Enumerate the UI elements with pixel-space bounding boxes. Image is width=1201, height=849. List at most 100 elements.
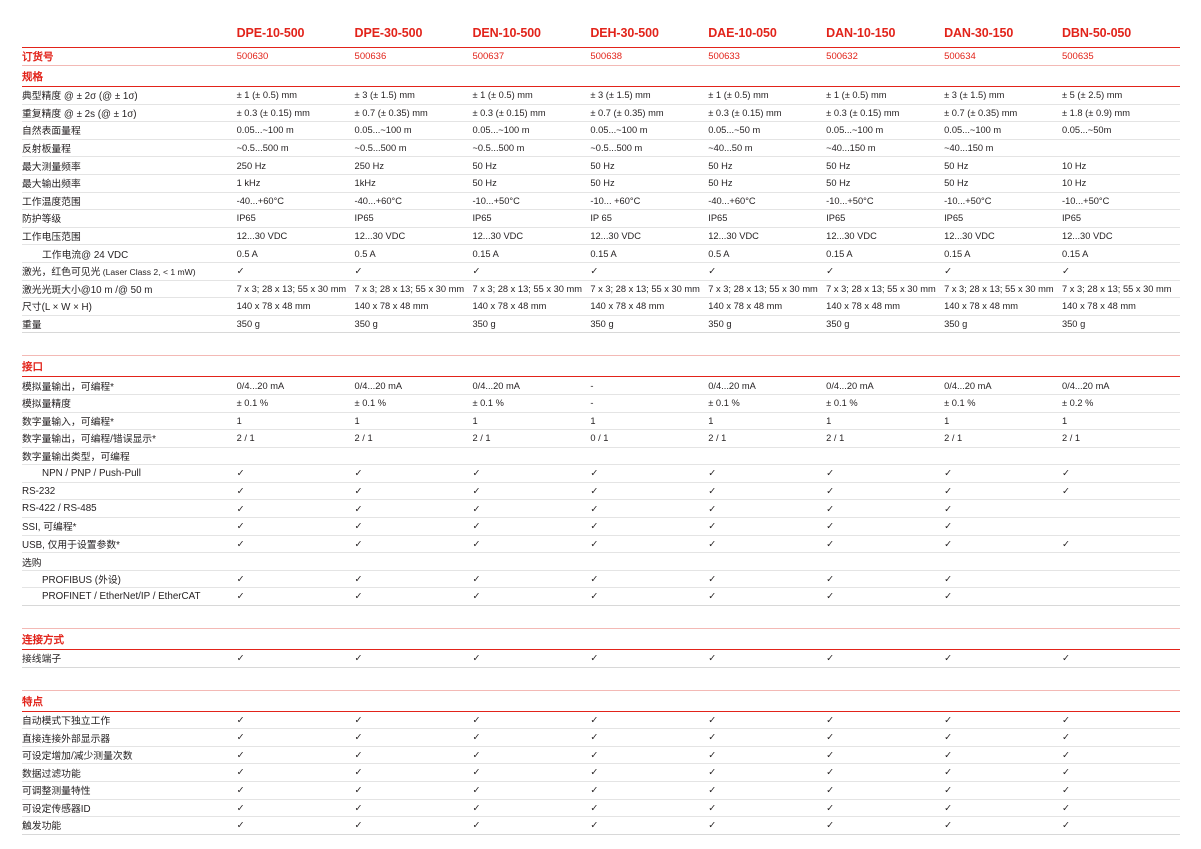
value-cell: 1: [590, 412, 709, 431]
value-cell: ± 1.8 (± 0.9) mm: [1061, 104, 1180, 123]
check-icon: ✓: [708, 714, 717, 726]
check-icon: ✓: [354, 785, 363, 797]
check-cell: ✓: [708, 746, 827, 765]
value-cell: 140 x 78 x 48 mm: [1061, 297, 1180, 316]
check-icon: ✓: [944, 767, 953, 779]
column-header-deh-30-500: DEH-30-500: [590, 26, 659, 40]
check-icon: ✓: [590, 265, 599, 277]
value-cell: 12...30 VDC: [1061, 227, 1180, 246]
check-icon: ✓: [354, 538, 363, 550]
value-cell: 0.05...~100 m: [590, 121, 709, 140]
check-icon: ✓: [708, 767, 717, 779]
table-row: 数据过滤功能 ✓ ✓ ✓ ✓ ✓ ✓ ✓ ✓: [22, 763, 1180, 782]
table-row: 防护等级 IP65 IP65 IP65 IP 65 IP65 IP65 IP65 IP65: [22, 209, 1180, 228]
check-cell: ✓: [590, 711, 709, 730]
check-icon: ✓: [944, 573, 953, 585]
check-icon: ✓: [236, 749, 245, 761]
value-cell: [590, 552, 709, 571]
value-cell: 0.05...~100 m: [472, 121, 591, 140]
value-cell: [354, 447, 473, 466]
check-cell: ✓: [354, 649, 473, 668]
value-cell: 12...30 VDC: [944, 227, 1062, 246]
value-cell: 0.15 A: [944, 244, 1062, 263]
check-cell: ✓: [944, 781, 1062, 800]
check-cell: ✓: [236, 464, 355, 483]
check-icon: ✓: [236, 573, 245, 585]
value-cell: 140 x 78 x 48 mm: [590, 297, 709, 316]
check-icon: ✓: [472, 714, 481, 726]
value-cell: [1061, 552, 1180, 571]
section-heading-filler: [472, 355, 591, 378]
check-cell: ✓: [708, 781, 827, 800]
value-cell: 0.5 A: [708, 244, 827, 263]
row-label: 可设定传感器ID: [22, 799, 237, 818]
value-cell: 1: [944, 412, 1062, 431]
value-cell: [708, 447, 827, 466]
table-row: 模拟量输出，可编程* 0/4...20 mA 0/4...20 mA 0/4...20…: [22, 376, 1180, 395]
check-cell: ✓: [590, 649, 709, 668]
check-icon: ✓: [354, 749, 363, 761]
check-icon: ✓: [944, 503, 953, 515]
check-icon: ✓: [354, 468, 363, 480]
check-icon: ✓: [944, 820, 953, 832]
value-cell: 2 / 1: [708, 429, 827, 448]
value-cell: -40...+60°C: [708, 192, 827, 211]
section-spacer: [22, 333, 1180, 356]
check-icon: ✓: [472, 802, 481, 814]
value-cell: [590, 447, 709, 466]
value-cell: 0/4...20 mA: [354, 376, 473, 395]
check-cell: ✓: [708, 728, 827, 747]
check-cell: ✓: [708, 587, 827, 607]
check-icon: ✓: [236, 785, 245, 797]
check-icon: ✓: [354, 265, 363, 277]
check-cell: ✓: [826, 728, 945, 747]
check-cell: ✓: [826, 763, 945, 782]
value-cell: 50 Hz: [708, 156, 827, 175]
value-cell: [1061, 139, 1180, 158]
check-icon: ✓: [236, 653, 245, 665]
table-row: 模拟量精度 ± 0.1 % ± 0.1 % ± 0.1 % - ± 0.1 % ± 0.1 …: [22, 394, 1180, 413]
value-cell: IP65: [944, 209, 1062, 228]
check-cell: ✓: [826, 262, 945, 281]
table-row: NPN / PNP / Push-Pull ✓ ✓ ✓ ✓ ✓ ✓ ✓ ✓: [22, 464, 1180, 483]
check-cell: ✓: [236, 746, 355, 765]
check-cell: ✓: [1061, 781, 1180, 800]
check-cell: ✓: [708, 482, 827, 501]
column-header-dan-10-150: DAN-10-150: [826, 26, 896, 40]
value-cell: 0/4...20 mA: [944, 376, 1062, 395]
check-icon: ✓: [472, 653, 481, 665]
check-cell: ✓: [590, 728, 709, 747]
order-number-value: 500633: [708, 47, 827, 66]
value-cell: 140 x 78 x 48 mm: [708, 297, 827, 316]
value-cell: -10...+50°C: [944, 192, 1062, 211]
value-cell: [472, 552, 591, 571]
value-cell: ~40...50 m: [708, 139, 827, 158]
section-heading-filler: [590, 65, 709, 87]
section-heading-filler: [826, 65, 945, 87]
section-heading-row: 特点: [22, 689, 1180, 712]
value-cell: ~40...150 m: [944, 139, 1062, 158]
column-header-dan-30-150: DAN-30-150: [944, 26, 1014, 40]
check-icon: ✓: [472, 538, 481, 550]
check-cell: ✓: [236, 799, 355, 818]
order-number-label: 订货号: [22, 47, 237, 66]
check-cell: ✓: [472, 746, 591, 765]
check-icon: ✓: [354, 714, 363, 726]
check-cell: ✓: [826, 570, 945, 589]
value-cell: 1: [354, 412, 473, 431]
check-cell: ✓: [236, 649, 355, 668]
check-cell: ✓: [236, 499, 355, 519]
check-icon: ✓: [354, 767, 363, 779]
section-heading-filler: [944, 689, 1062, 712]
value-cell: ± 0.3 (± 0.15) mm: [708, 104, 827, 123]
check-cell: ✓: [826, 517, 945, 536]
check-cell: ✓: [944, 799, 1062, 818]
check-icon: ✓: [472, 485, 481, 497]
value-cell: ± 0.7 (± 0.35) mm: [944, 104, 1062, 123]
check-cell: ✓: [826, 499, 945, 519]
check-cell: ✓: [472, 799, 591, 818]
row-label: 反射板量程: [22, 139, 237, 158]
check-cell: ✓: [590, 262, 709, 281]
row-label: SSI, 可编程*: [22, 517, 237, 536]
